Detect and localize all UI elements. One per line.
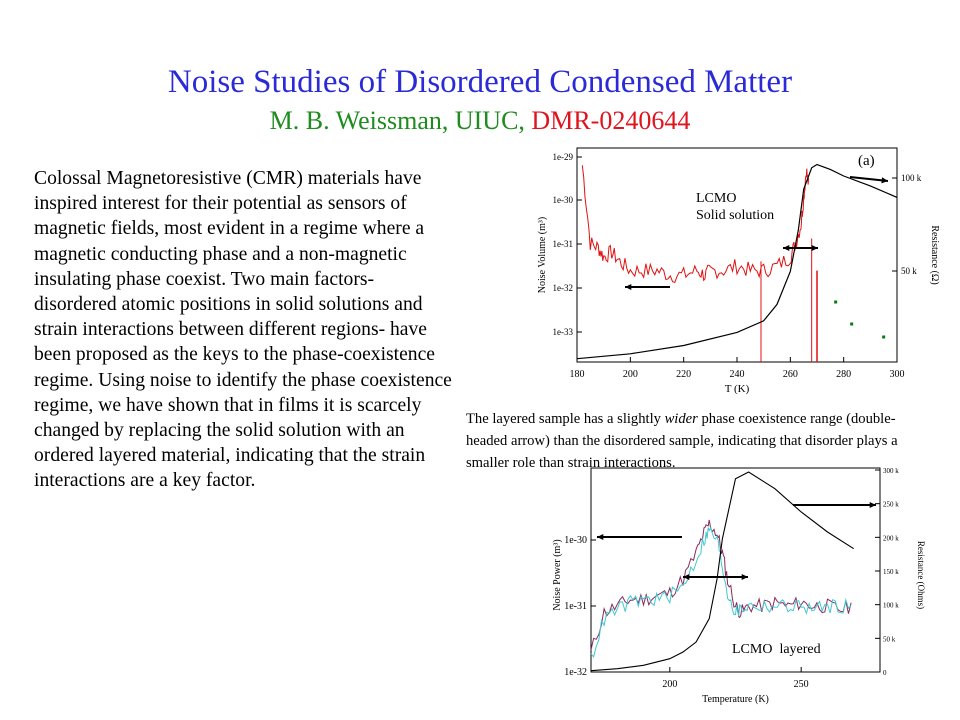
chart-b-y-tick-label: 1e-31 — [564, 601, 587, 612]
slide-subtitle: M. B. Weissman, UIUC, DMR-0240644 — [0, 106, 960, 136]
chart-a-x-tick-label: 280 — [836, 369, 851, 380]
chart-a-y-tick-label: 1e-30 — [553, 195, 574, 205]
chart-a-right-tick-label: 50 k — [901, 266, 917, 276]
chart-a-point — [850, 322, 854, 326]
chart-a-double-arrow-head-0 — [811, 244, 818, 252]
grant-number: DMR-0240644 — [531, 106, 691, 135]
chart-b-ylabel-right: Resistance (Ohms) — [916, 541, 926, 609]
chart-a-point — [882, 335, 886, 339]
chart-a-x-tick-label: 220 — [676, 369, 691, 380]
chart-a-y-tick-label: 1e-33 — [553, 327, 574, 337]
chart-b-right-tick-label: 150 k — [883, 568, 899, 576]
chart-b-double-arrow-head-1 — [683, 573, 690, 581]
chart-a-ylabel-right: Resistance (Ω) — [929, 225, 940, 284]
chart-a-annotation: LCMO Solid solution — [696, 191, 775, 223]
chart-b-double-arrow-head-0 — [741, 573, 748, 581]
chart-b-ylabel-left: Noise Power (m³) — [552, 539, 563, 610]
chart-a-right-tick-label: 100 k — [901, 173, 922, 183]
slide-title: Noise Studies of Disordered Condensed Ma… — [167, 64, 793, 100]
chart-a-x-tick-label: 300 — [890, 369, 905, 380]
chart-a-double-arrow-head-1 — [783, 244, 790, 252]
chart-a-right-arrow — [849, 176, 889, 182]
chart-b-right-arrow-head-0 — [869, 501, 876, 509]
chart-a-y-tick-label: 1e-32 — [553, 283, 574, 293]
chart-b-x-tick-label: 200 — [662, 679, 677, 690]
chart-b-y-tick-label: 1e-30 — [564, 535, 587, 546]
caption-part-2: phase coexistence range (double-headed a… — [466, 411, 898, 471]
chart-a-x-tick-label: 180 — [570, 369, 585, 380]
chart-a-x-tick-label: 240 — [730, 369, 745, 380]
chart-a-frame — [576, 147, 898, 363]
chart-b-right-tick-label: 0 — [883, 669, 887, 677]
chart-b-right-tick-label: 50 k — [883, 635, 896, 643]
chart-b-right-tick-label: 100 k — [883, 602, 899, 610]
chart-a-xlabel: T (K) — [725, 383, 750, 395]
chart-b-x-tick-label: 250 — [794, 679, 809, 690]
figure-caption: The layered sample has a slightly wider … — [466, 408, 906, 474]
chart-a-y-tick-label: 1e-31 — [553, 239, 574, 249]
chart-b-xlabel: Temperature (K) — [702, 694, 769, 705]
chart-b-y-tick-label: 1e-32 — [564, 667, 587, 678]
chart-b-right-tick-label: 200 k — [883, 534, 899, 542]
body-paragraph: Colossal Magnetoresistive (CMR) material… — [34, 168, 452, 492]
chart-a-point — [834, 300, 838, 304]
chart-b-noise-series-1 — [590, 526, 852, 658]
chart-a-x-tick-label: 200 — [623, 369, 638, 380]
chart-b-left-arrow-head-0 — [597, 533, 604, 541]
chart-a-left-arrow-head-0 — [625, 283, 632, 291]
chart-b-right-tick-label: 250 k — [883, 501, 899, 509]
author-affiliation: M. B. Weissman, UIUC, — [269, 106, 525, 135]
caption-part-1: The layered sample has a slightly — [466, 411, 665, 427]
chart-a-right-arrow-head-0 — [881, 177, 888, 184]
chart-a-panel-label: (a) — [858, 153, 875, 169]
chart-b-annotation: LCMO layered — [732, 642, 821, 657]
chart-b-noise-series-0 — [590, 519, 852, 651]
chart-a-x-tick-label: 260 — [783, 369, 798, 380]
chart-a-y-tick-label: 1e-29 — [553, 152, 574, 162]
chart-a-ylabel-left: Noise Volume (m³) — [537, 217, 548, 294]
caption-emphasis: wider — [664, 411, 698, 427]
